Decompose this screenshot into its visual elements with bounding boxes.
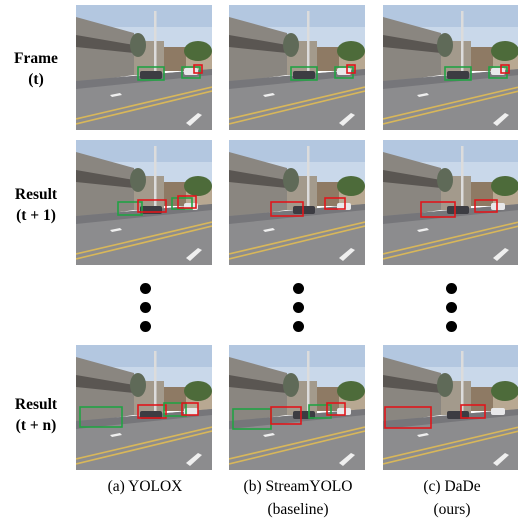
street-scene-image: [383, 345, 518, 470]
ellipsis-dots: [139, 283, 151, 340]
caption-line2: (ours): [433, 501, 471, 518]
ellipsis-dots: [445, 283, 457, 340]
row-label-result-tn: Result (t + n): [0, 394, 72, 436]
street-scene-image: [76, 5, 212, 130]
row-label-line1: Frame: [14, 50, 58, 67]
street-scene-image: [229, 140, 365, 265]
row-label-frame-t: Frame (t): [0, 48, 72, 90]
row-label-line2: (t + 1): [16, 207, 56, 224]
caption-line1: (b) StreamYOLO: [243, 478, 353, 495]
caption-line2: (baseline): [267, 501, 329, 518]
street-scene-image: [383, 140, 518, 265]
row-label-line2: (t + n): [15, 417, 57, 434]
row-label-line1: Result: [14, 396, 58, 413]
street-scene-image: [76, 140, 212, 265]
caption-line1: (a) YOLOX: [107, 478, 183, 495]
street-scene-image: [383, 5, 518, 130]
caption-yolox: (a) YOLOX: [65, 475, 225, 498]
row-label-line1: Result: [14, 186, 58, 203]
row-label-line2: (t): [28, 71, 44, 88]
street-scene-image: [76, 345, 212, 470]
caption-streamyolo: (b) StreamYOLO (baseline): [218, 475, 378, 521]
ellipsis-dots: [292, 283, 304, 340]
caption-line1: (c) DaDe: [423, 478, 481, 495]
street-scene-image: [229, 5, 365, 130]
caption-dade: (c) DaDe (ours): [372, 475, 518, 521]
street-scene-image: [229, 345, 365, 470]
row-label-result-t1: Result (t + 1): [0, 184, 72, 226]
